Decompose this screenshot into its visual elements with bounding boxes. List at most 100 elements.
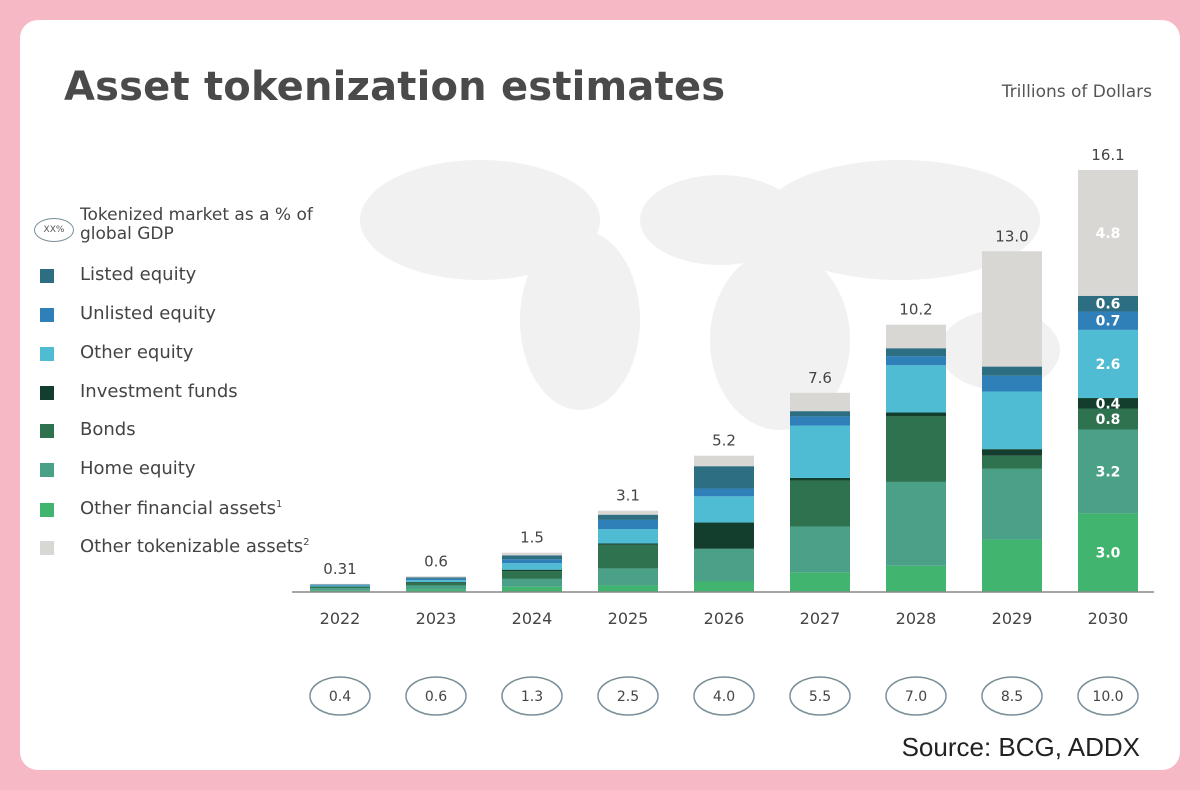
gdp-oval	[981, 676, 1043, 716]
x-tick-label: 2023	[416, 609, 457, 628]
bar-segment	[694, 548, 754, 582]
bar-segment	[1078, 513, 1138, 592]
map-shape	[760, 160, 1040, 280]
gdp-oval	[405, 676, 467, 716]
gdp-percent-label: 0.6	[425, 689, 447, 705]
bar-segment	[790, 392, 850, 412]
x-tick-label: 2025	[608, 609, 649, 628]
gdp-note-text: Tokenized market as a % of global GDP	[80, 205, 313, 244]
bar-segment	[694, 488, 754, 497]
bar-segment	[886, 416, 946, 482]
bar-total-label: 10.2	[899, 301, 932, 319]
bar-segment	[886, 481, 946, 566]
gdp-percent-label: 1.3	[521, 689, 543, 705]
x-tick-label: 2028	[896, 609, 937, 628]
bar-segment	[310, 584, 370, 585]
legend-item: Other equity	[40, 342, 360, 366]
bar-segment	[982, 539, 1042, 592]
bar-segment	[502, 563, 562, 570]
bar-segment	[886, 365, 946, 413]
gdp-percent-label: 10.0	[1092, 689, 1123, 705]
gdp-percent-label: 7.0	[905, 689, 927, 705]
bar-segment	[310, 583, 370, 585]
bar-segment	[790, 526, 850, 573]
bar-segment	[1078, 398, 1138, 409]
bar-segment	[406, 578, 466, 581]
bar-total-label: 1.5	[520, 529, 544, 547]
legend-swatch	[40, 347, 54, 361]
legend-label: Unlisted equity	[80, 303, 216, 324]
legend-item: Unlisted equity	[40, 303, 360, 327]
gdp-percent-label: 2.5	[617, 689, 639, 705]
segment-value-label: 0.4	[1096, 396, 1121, 412]
bar-segment	[982, 366, 1042, 376]
bar-total-label: 7.6	[808, 369, 832, 387]
gdp-percent-label: 5.5	[809, 689, 831, 705]
segment-value-label: 0.8	[1096, 412, 1121, 428]
bar-segment	[598, 585, 658, 592]
legend-swatch	[40, 308, 54, 322]
x-tick-label: 2024	[512, 609, 553, 628]
labels: 0.31 2022 0.4 0.6 2023 0.6 1.5 2024 1.3 3.1 2025 2.…	[309, 146, 1139, 716]
legend-swatch	[40, 386, 54, 400]
bar-segment	[982, 455, 1042, 469]
bar-segment	[694, 581, 754, 592]
legend-item: Investment funds	[40, 381, 360, 405]
bar-segment	[598, 514, 658, 520]
bar-segment	[502, 552, 562, 556]
gdp-percent-label: 8.5	[1001, 689, 1023, 705]
bar-segment	[1078, 429, 1138, 514]
bar-segment	[598, 543, 658, 545]
x-tick-label: 2029	[992, 609, 1033, 628]
legend-item: Other tokenizable assets2	[40, 536, 360, 560]
bar-total-label: 5.2	[712, 432, 736, 450]
bar-segment	[790, 477, 850, 481]
bar-segment	[790, 425, 850, 478]
bar-segment	[310, 586, 370, 589]
bar-segment	[790, 480, 850, 527]
legend-label: Other equity	[80, 342, 194, 363]
bar-segment	[982, 251, 1042, 367]
legend-label: Bonds	[80, 419, 136, 440]
bar-segment	[790, 416, 850, 426]
x-tick-label: 2027	[800, 609, 841, 628]
legend-swatch	[40, 503, 54, 517]
legend-item: Other financial assets1	[40, 498, 360, 522]
bar-segment	[310, 588, 370, 591]
legend-footnote: 1	[275, 499, 283, 510]
bar-segment	[502, 559, 562, 564]
bar-segment	[790, 572, 850, 592]
bar-segment	[790, 411, 850, 417]
bar-segment	[886, 565, 946, 592]
segment-value-label: 4.8	[1096, 226, 1121, 242]
bar-segment	[886, 412, 946, 417]
source-note: Source: BCG, ADDX	[901, 732, 1140, 762]
bar-segment	[502, 578, 562, 587]
gdp-oval	[309, 676, 371, 716]
segment-value-label: 0.6	[1096, 297, 1121, 313]
x-tick-label: 2026	[704, 609, 745, 628]
legend-label: Home equity	[80, 458, 196, 479]
legend-item: Bonds	[40, 419, 360, 443]
bar-segment	[982, 375, 1042, 392]
bar-segment	[694, 455, 754, 467]
bar-total-label: 3.1	[616, 487, 640, 505]
bar-segment	[1078, 408, 1138, 430]
bar-segment	[1078, 170, 1138, 296]
bar-segment	[502, 571, 562, 579]
bar-segment	[1078, 311, 1138, 330]
gdp-oval	[597, 676, 659, 716]
bar-segment	[694, 496, 754, 523]
gdp-oval	[501, 676, 563, 716]
bar-segment	[598, 568, 658, 586]
legend-swatch	[40, 269, 54, 283]
gdp-oval	[1077, 676, 1139, 716]
gdp-oval	[789, 676, 851, 716]
bar-segment	[886, 324, 946, 349]
gdp-oval	[885, 676, 947, 716]
segment-value-label: 3.2	[1096, 464, 1121, 480]
gdp-oval-icon: XX%	[34, 218, 74, 242]
stacked-bar-chart: 0.31 2022 0.4 0.6 2023 0.6 1.5 2024 1.3 3.1 2025 2.…	[292, 146, 1154, 716]
bar-segment	[502, 586, 562, 592]
chart-title: Asset tokenization estimates	[64, 64, 726, 110]
